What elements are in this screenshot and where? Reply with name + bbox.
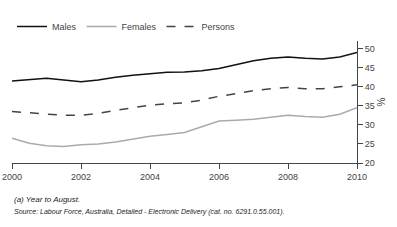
svg-text:2000: 2000 <box>2 172 22 182</box>
svg-text:(a) Year to August.: (a) Year to August. <box>14 195 80 204</box>
svg-text:40: 40 <box>365 82 375 92</box>
svg-text:20: 20 <box>365 158 375 168</box>
svg-text:2004: 2004 <box>140 172 160 182</box>
svg-text:Males: Males <box>52 22 77 32</box>
svg-text:25: 25 <box>365 139 375 149</box>
svg-text:50: 50 <box>365 44 375 54</box>
svg-text:35: 35 <box>365 101 375 111</box>
svg-text:2008: 2008 <box>278 172 298 182</box>
svg-text:2010: 2010 <box>347 172 367 182</box>
svg-text:Females: Females <box>122 22 157 32</box>
svg-text:%: % <box>376 97 387 106</box>
svg-text:2002: 2002 <box>71 172 91 182</box>
svg-text:30: 30 <box>365 120 375 130</box>
svg-text:2006: 2006 <box>209 172 229 182</box>
svg-text:45: 45 <box>365 63 375 73</box>
svg-text:Persons: Persons <box>202 22 236 32</box>
svg-text:Source: Labour Force, Australi: Source: Labour Force, Australia, Detaile… <box>14 208 285 216</box>
